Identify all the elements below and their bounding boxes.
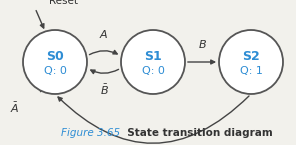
Text: $\bar{A}$: $\bar{A}$ (10, 101, 20, 115)
FancyArrowPatch shape (32, 76, 46, 92)
Text: Q: 0: Q: 0 (44, 66, 66, 76)
FancyArrowPatch shape (188, 60, 215, 64)
Text: S1: S1 (144, 49, 162, 62)
Text: Figure 3.65: Figure 3.65 (61, 128, 120, 138)
Text: Reset: Reset (49, 0, 78, 6)
Text: $\bar{B}$: $\bar{B}$ (99, 83, 108, 97)
FancyArrowPatch shape (89, 50, 117, 55)
Text: S0: S0 (46, 49, 64, 62)
FancyArrowPatch shape (91, 69, 119, 74)
FancyArrowPatch shape (58, 96, 249, 143)
Text: $B$: $B$ (197, 38, 207, 50)
Text: $A$: $A$ (99, 28, 109, 40)
Text: State transition diagram: State transition diagram (120, 128, 273, 138)
Circle shape (121, 30, 185, 94)
Text: Q: 0: Q: 0 (141, 66, 165, 76)
FancyArrowPatch shape (36, 11, 44, 28)
Text: S2: S2 (242, 49, 260, 62)
Circle shape (23, 30, 87, 94)
Text: Q: 1: Q: 1 (239, 66, 263, 76)
Circle shape (219, 30, 283, 94)
